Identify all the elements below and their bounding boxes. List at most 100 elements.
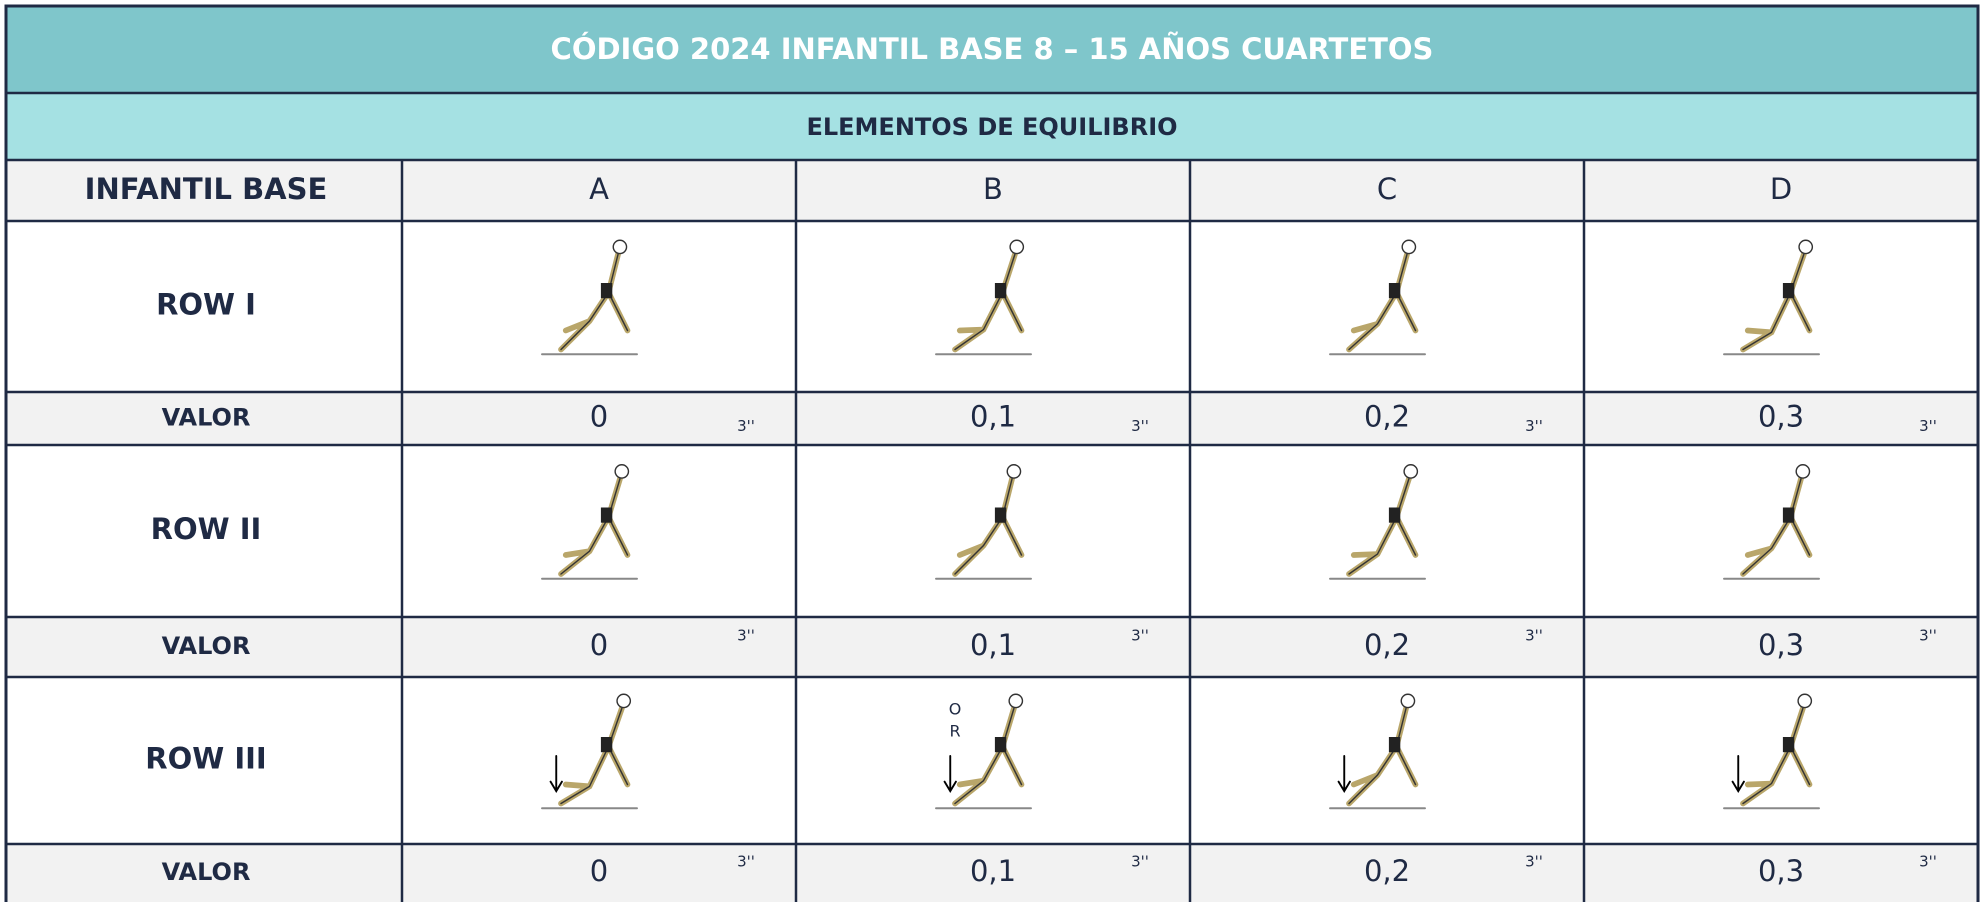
figure-body [1782, 737, 1795, 753]
figure-head [614, 464, 630, 479]
figure-body [994, 507, 1007, 523]
gymnast-figure [1329, 464, 1426, 580]
gymnast-figure [541, 239, 638, 356]
gymnast-figure [541, 693, 638, 810]
figure-line [1742, 707, 1811, 805]
figure-body [994, 737, 1007, 753]
subtitle: ELEMENTOS DE EQUILIBRIO [806, 113, 1177, 141]
gymnast-figure [935, 464, 1032, 580]
value: 0,2 [1364, 400, 1410, 434]
time: 3'' [1131, 417, 1149, 435]
gymnast-figure [1329, 693, 1426, 810]
figure-line [1348, 253, 1417, 351]
valor-row-bg [6, 392, 1978, 445]
figure-head [1403, 464, 1419, 479]
value: 0,2 [1364, 854, 1410, 888]
value: 0,3 [1758, 400, 1804, 434]
figure-note: R [949, 722, 960, 741]
figure-body [1388, 283, 1401, 299]
gymnast-figure [935, 693, 1032, 810]
column-header: B [983, 172, 1003, 206]
column-header: INFANTIL BASE [85, 172, 328, 206]
valor-row-bg [6, 617, 1978, 677]
gymnast-figure [1329, 239, 1426, 356]
gymnast-figure [541, 464, 638, 580]
figure-arrow [1337, 755, 1351, 793]
column-header: D [1770, 172, 1792, 206]
gymnast-figure [1723, 693, 1820, 810]
row-label: ROW III [145, 742, 266, 776]
figure-line [1348, 707, 1417, 805]
value: 0,3 [1758, 628, 1804, 662]
figure-body [1388, 507, 1401, 523]
column-header: C [1377, 172, 1397, 206]
time: 3'' [1525, 417, 1543, 435]
title-band [6, 6, 1978, 93]
figure-line [560, 253, 629, 351]
value: 0,1 [970, 854, 1016, 888]
figure-body [1782, 283, 1795, 299]
value: 0,1 [970, 628, 1016, 662]
value: 0 [590, 400, 608, 434]
gymnast-figure [1723, 239, 1820, 356]
figure-body [600, 737, 613, 753]
gymnast-figure [935, 239, 1032, 356]
valor-label: VALOR [162, 632, 251, 660]
figure-line [1742, 253, 1811, 351]
figure-body [994, 283, 1007, 299]
value: 0 [590, 854, 608, 888]
figure-head [612, 239, 628, 255]
time: 3'' [1131, 627, 1149, 645]
figure-head [1795, 464, 1811, 479]
valor-row-bg [6, 844, 1978, 902]
figure-head [1400, 693, 1416, 709]
figure-body [600, 283, 613, 299]
column-header: A [589, 172, 609, 206]
figure-head [1009, 239, 1025, 255]
figure-line [954, 707, 1023, 805]
time: 3'' [1525, 853, 1543, 871]
time: 3'' [1919, 853, 1937, 871]
figure-line [954, 253, 1023, 351]
figure-row-bg [6, 221, 1978, 392]
valor-label: VALOR [162, 858, 251, 886]
time: 3'' [737, 627, 755, 645]
figure-line [1348, 478, 1417, 575]
figure-line [560, 707, 629, 805]
figure-head [1797, 693, 1813, 709]
time: 3'' [737, 853, 755, 871]
value: 0 [590, 628, 608, 662]
figure-head [1798, 239, 1814, 255]
time: 3'' [1919, 417, 1937, 435]
outer-border [4, 4, 1980, 902]
time: 3'' [1525, 627, 1543, 645]
title: CÓDIGO 2024 INFANTIL BASE 8 – 15 AÑOS CU… [551, 32, 1434, 66]
time: 3'' [1919, 627, 1937, 645]
time: 3'' [1131, 853, 1149, 871]
valor-label: VALOR [162, 404, 251, 432]
figure-head [1401, 239, 1417, 255]
subtitle-band [6, 93, 1978, 160]
value: 0,3 [1758, 854, 1804, 888]
row-label: ROW I [156, 288, 256, 322]
figure-arrow [943, 755, 957, 793]
figure-body [600, 507, 613, 523]
figure-head [616, 693, 632, 709]
figure-body [1388, 737, 1401, 753]
figure-arrow [549, 755, 563, 793]
figure-line [954, 478, 1023, 575]
figure-body [1782, 507, 1795, 523]
figure-line [560, 478, 629, 575]
figure-head [1008, 693, 1024, 709]
row-label: ROW II [151, 512, 262, 546]
header-row-bg [6, 160, 1978, 221]
time: 3'' [737, 417, 755, 435]
figure-head [1006, 464, 1022, 479]
value: 0,1 [970, 400, 1016, 434]
figure-note: O [949, 700, 962, 719]
value: 0,2 [1364, 628, 1410, 662]
gymnast-figure [1723, 464, 1820, 580]
figure-line [1742, 478, 1811, 575]
figure-arrow [1731, 755, 1745, 793]
